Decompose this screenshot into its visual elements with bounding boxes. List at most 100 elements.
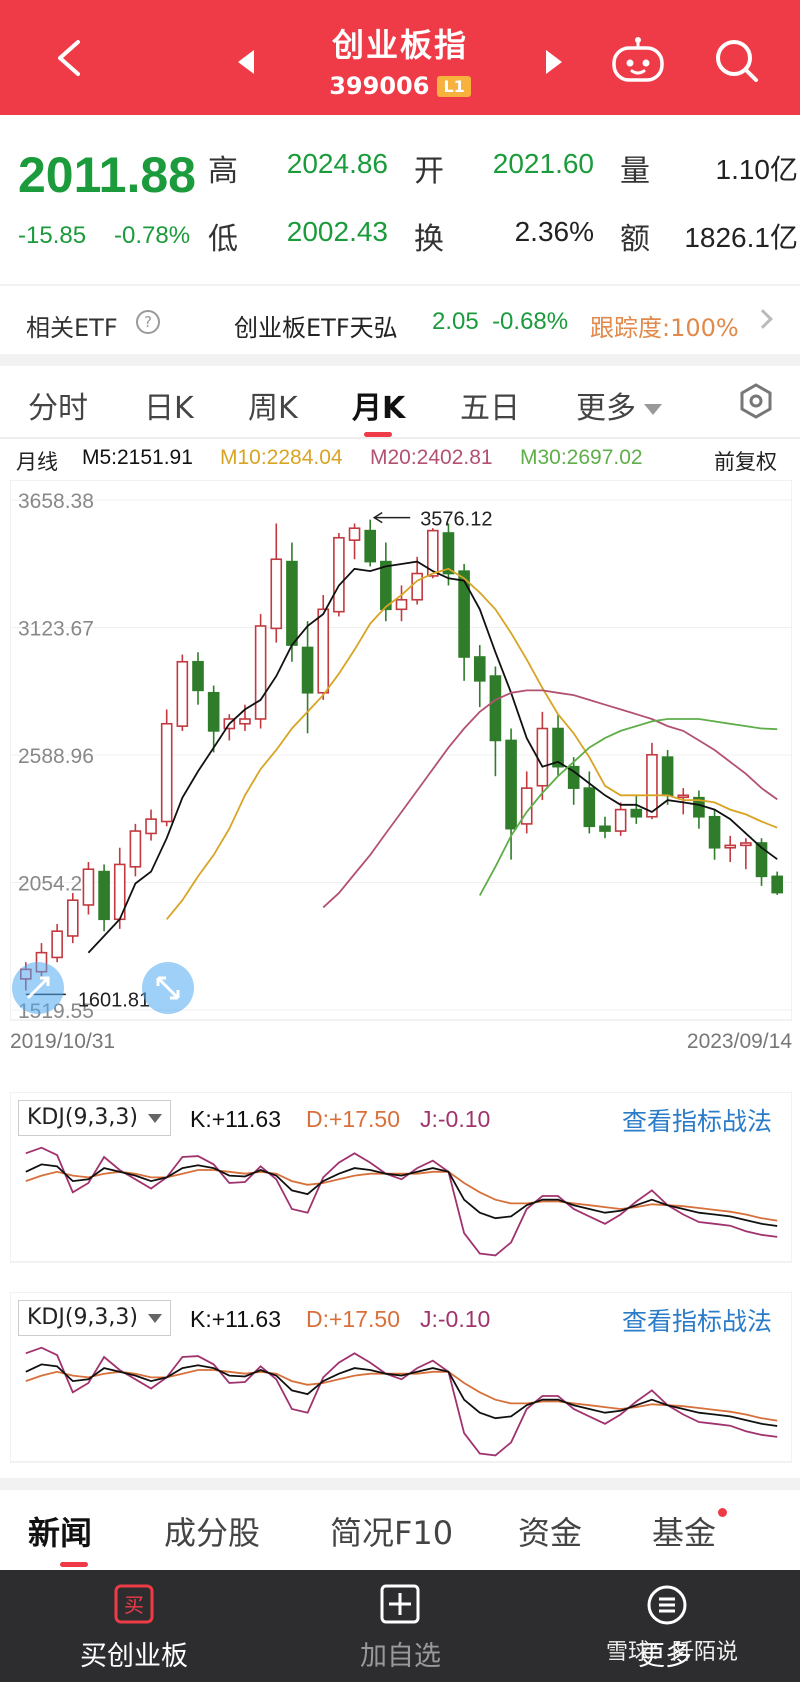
low-label: 低: [208, 222, 238, 257]
candle: [207, 685, 220, 753]
kdj-line-j: [25, 1346, 778, 1457]
chevron-right-icon[interactable]: [753, 309, 773, 329]
notification-dot: [718, 1508, 727, 1517]
candle: [505, 728, 517, 860]
section-gap: [0, 1478, 800, 1490]
kdj-frame: [10, 1092, 792, 1263]
ma-line-m5: [87, 560, 778, 954]
etf-name[interactable]: 创业板ETF天弘: [234, 314, 398, 342]
kdj-line-d: [25, 1169, 778, 1222]
ma30-value: M30:2697.02: [520, 446, 643, 469]
kdj-j-value: J:-0.10: [420, 1306, 491, 1332]
candle: [599, 816, 611, 839]
tab-capital-flow[interactable]: 资金: [518, 1514, 583, 1552]
search-icon[interactable]: [714, 38, 760, 84]
ma-period-label: 月线: [16, 451, 58, 474]
add-watchlist-icon[interactable]: [380, 1584, 420, 1624]
candle: [145, 809, 157, 841]
tab-news[interactable]: 新闻: [28, 1514, 93, 1552]
kdj-j-value: J:-0.10: [420, 1106, 491, 1132]
tab-funds[interactable]: 基金: [652, 1514, 717, 1552]
etf-price: 2.05 -0.68%: [432, 308, 569, 335]
candle: [771, 871, 783, 895]
buy-button[interactable]: 买创业板: [80, 1641, 188, 1672]
indicator-tips-link[interactable]: 查看指标战法: [622, 1307, 773, 1336]
candle: [113, 847, 126, 929]
end-date-label: 2023/09/14: [687, 1030, 792, 1053]
prev-stock-icon[interactable]: [238, 50, 254, 74]
level-badge: L1: [437, 75, 471, 97]
price-change: -15.85: [18, 222, 87, 249]
kdj-line-k: [25, 1163, 778, 1227]
candle: [677, 788, 690, 815]
amount-value: 1826.1亿: [684, 222, 798, 253]
candle: [473, 645, 486, 708]
tab-daily-k[interactable]: 日K: [144, 391, 194, 426]
candle: [66, 893, 79, 944]
robot-assistant-icon[interactable]: [610, 36, 666, 84]
candle: [223, 714, 236, 741]
candle: [333, 532, 345, 617]
kdj-line-j: [25, 1146, 778, 1257]
page-title: 创业板指: [331, 26, 468, 64]
tab-five-day[interactable]: 五日: [460, 391, 520, 426]
kdj-d-value: D:+17.50: [306, 1306, 400, 1332]
high-marker-arrow: [372, 511, 383, 524]
candle: [630, 795, 643, 824]
tab-profile-f10[interactable]: 简况F10: [330, 1514, 454, 1552]
back-arrow-icon[interactable]: [52, 38, 92, 78]
kdj-line-d: [25, 1369, 778, 1422]
menu-icon[interactable]: [646, 1584, 688, 1626]
current-price: 2011.88: [18, 147, 196, 203]
kdj-selector[interactable]: KDJ(9,3,3): [18, 1100, 171, 1136]
buy-icon[interactable]: 买: [114, 1584, 154, 1624]
tab-more[interactable]: 更多: [576, 383, 662, 427]
settings-icon[interactable]: [738, 383, 774, 419]
tab-monthly-k[interactable]: 月K: [352, 391, 406, 426]
high-marker-label: 3576.12: [420, 509, 492, 531]
candlestick-chart[interactable]: 3658.383123.672588.962054.261519.553576.…: [10, 480, 792, 1058]
high-label: 高: [208, 154, 238, 189]
candle: [614, 802, 627, 836]
divider: [0, 437, 800, 439]
candle: [724, 835, 737, 863]
tab-constituents[interactable]: 成分股: [164, 1514, 261, 1552]
indicator-tips-link[interactable]: 查看指标战法: [622, 1107, 773, 1136]
title-block: 创业板指 399006 L1: [250, 20, 550, 100]
chart-frame: [10, 480, 792, 1021]
candle: [348, 523, 361, 560]
zoom-out-icon[interactable]: [12, 962, 64, 1014]
active-tab-indicator: [60, 1562, 88, 1567]
help-icon[interactable]: ?: [136, 310, 160, 334]
expand-icon[interactable]: [142, 962, 194, 1014]
candle: [552, 714, 564, 777]
adjust-mode[interactable]: 前复权: [714, 451, 777, 474]
price-change-pct: -0.78%: [114, 222, 191, 249]
etf-tracking: 跟踪度:100%: [590, 314, 739, 342]
candle: [740, 838, 752, 870]
tab-weekly-k[interactable]: 周K: [248, 391, 298, 426]
candle: [192, 652, 204, 705]
candle: [426, 528, 439, 579]
kdj-selector[interactable]: KDJ(9,3,3): [18, 1300, 171, 1336]
amount-label: 额: [620, 222, 650, 257]
next-stock-icon[interactable]: [546, 50, 562, 74]
tab-intraday[interactable]: 分时: [28, 391, 88, 426]
volume-label: 量: [620, 154, 650, 189]
candle: [520, 771, 533, 834]
section-gap: [0, 354, 800, 366]
kdj-frame: [10, 1292, 792, 1463]
kdj-line-k: [25, 1363, 778, 1427]
candle: [364, 519, 377, 567]
high-value: 2024.86: [286, 148, 388, 179]
stock-code: 399006: [329, 72, 430, 100]
add-watchlist-button[interactable]: 加自选: [360, 1641, 441, 1672]
kdj-k-value: K:+11.63: [190, 1306, 282, 1332]
buy-icon-text: 买: [124, 1593, 144, 1617]
candle: [98, 864, 110, 932]
candle: [489, 666, 502, 777]
candle: [693, 790, 705, 829]
low-value: 2002.43: [286, 216, 388, 247]
candle: [395, 585, 408, 622]
more-button[interactable]: 更多: [638, 1641, 692, 1672]
